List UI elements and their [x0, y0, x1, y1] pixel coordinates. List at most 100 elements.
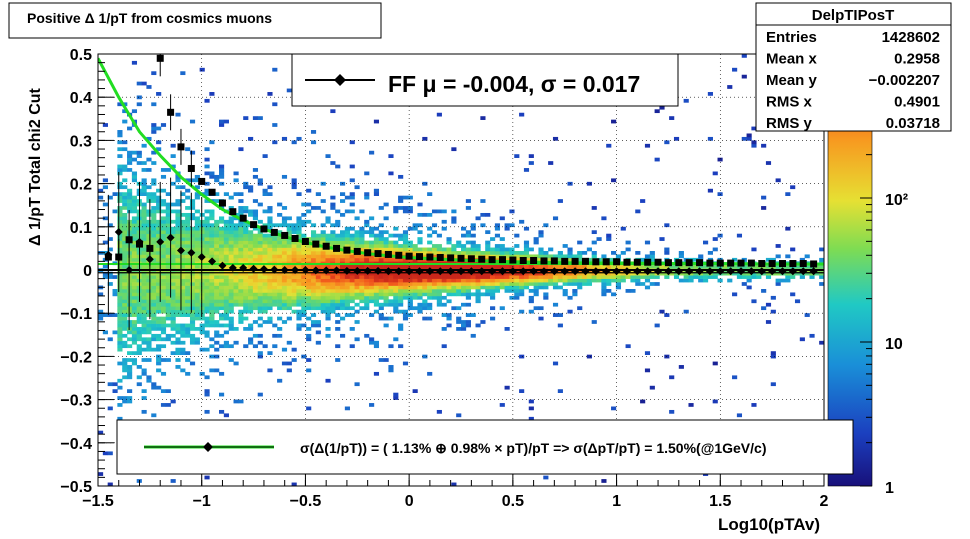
stats-row-label: Mean x: [766, 51, 818, 68]
heatmap-cell: [591, 320, 597, 324]
heatmap-cell: [156, 302, 162, 307]
heatmap-cell: [170, 351, 176, 355]
heatmap-cell: [494, 250, 501, 255]
heatmap-cell: [751, 271, 757, 276]
heatmap-cell: [233, 178, 239, 183]
heatmap-cell: [543, 295, 549, 300]
heatmap-cell: [131, 178, 138, 183]
heatmap-cell: [538, 271, 544, 276]
heatmap-cell: [678, 365, 684, 369]
heatmap-cell: [494, 257, 501, 262]
heatmap-cell: [272, 295, 278, 300]
sigma-marker: [322, 242, 330, 250]
heatmap-cell: [175, 295, 181, 300]
heatmap-cell: [557, 313, 563, 317]
heatmap-cell: [204, 257, 210, 262]
heatmap-cell: [640, 257, 646, 262]
heatmap-cell: [475, 289, 481, 293]
heatmap-cell: [461, 292, 467, 297]
heatmap-cell: [567, 254, 573, 259]
heatmap-cell: [185, 351, 191, 355]
heatmap-cell: [204, 264, 210, 269]
heatmap-cell: [320, 285, 326, 290]
heatmap-cell: [243, 285, 249, 290]
heatmap-cell: [523, 244, 530, 248]
heatmap-cell: [514, 292, 520, 297]
heatmap-cell: [189, 309, 196, 314]
heatmap-cell: [117, 378, 123, 383]
heatmap-cell: [775, 271, 781, 276]
heatmap-cell: [519, 250, 525, 255]
heatmap-cell: [194, 302, 200, 307]
heatmap-cell: [383, 278, 389, 283]
heatmap-cell: [417, 237, 423, 241]
heatmap-cell: [117, 102, 123, 107]
heatmap-cell: [223, 271, 229, 276]
heatmap-cell: [170, 340, 176, 345]
heatmap-cell: [596, 278, 602, 283]
heatmap-cell: [431, 254, 438, 259]
heatmap-cell: [277, 237, 283, 241]
heatmap-cell: [388, 302, 394, 307]
heatmap-cell: [320, 278, 326, 283]
heatmap-cell: [761, 206, 767, 210]
heatmap-cell: [412, 250, 418, 255]
heatmap-cell: [557, 275, 563, 279]
heatmap-cell: [165, 250, 171, 255]
heatmap-cell: [393, 264, 399, 269]
sigma-marker: [353, 247, 361, 255]
heatmap-cell: [373, 119, 380, 124]
heatmap-cell: [156, 188, 162, 193]
heatmap-cell: [180, 285, 186, 290]
heatmap-cell: [330, 289, 336, 293]
heatmap-cell: [175, 347, 181, 352]
x-tick-label: −0.5: [290, 493, 322, 510]
heatmap-cell: [131, 109, 138, 114]
heatmap-cell: [325, 313, 331, 317]
heatmap-cell: [523, 168, 530, 172]
heatmap-cell: [383, 216, 389, 221]
heatmap-cell: [620, 226, 626, 231]
heatmap-cell: [446, 250, 452, 255]
heatmap-cell: [296, 237, 302, 241]
heatmap-cell: [814, 271, 820, 276]
heatmap-cell: [127, 154, 133, 158]
heatmap-cell: [272, 123, 278, 127]
heatmap-cell: [228, 219, 234, 224]
heatmap-cell: [194, 285, 200, 290]
heatmap-cell: [533, 278, 539, 283]
heatmap-cell: [146, 299, 152, 304]
heatmap-cell: [238, 320, 244, 324]
heatmap-cell: [557, 323, 563, 328]
heatmap-cell: [170, 254, 176, 259]
heatmap-cell: [490, 306, 496, 311]
heatmap-cell: [117, 185, 123, 190]
heatmap-cell: [461, 289, 467, 293]
heatmap-cell: [446, 247, 452, 252]
heatmap-cell: [170, 278, 176, 283]
heatmap-cell: [586, 282, 592, 286]
heatmap-cell: [204, 299, 210, 304]
heatmap-cell: [359, 295, 365, 300]
heatmap-cell: [252, 199, 259, 203]
heatmap-cell: [620, 271, 626, 276]
heatmap-cell: [349, 233, 355, 238]
heatmap-cell: [156, 271, 162, 276]
heatmap-cell: [219, 233, 225, 238]
heatmap-cell: [252, 247, 259, 252]
heatmap-cell: [185, 223, 191, 228]
heatmap-cell: [475, 285, 481, 290]
heatmap-cell: [272, 282, 278, 286]
heatmap-cell: [722, 271, 728, 276]
heatmap-cell: [277, 257, 283, 262]
heatmap-cell: [349, 195, 355, 200]
heatmap-cell: [504, 271, 510, 276]
heatmap-cell: [465, 275, 471, 279]
heatmap-cell: [572, 264, 578, 269]
heatmap-cell: [407, 240, 413, 245]
heatmap-cell: [165, 306, 171, 311]
heatmap-cell: [407, 264, 413, 269]
heatmap-cell: [499, 237, 505, 241]
heatmap-cell: [141, 168, 147, 172]
heatmap-cell: [335, 233, 341, 238]
